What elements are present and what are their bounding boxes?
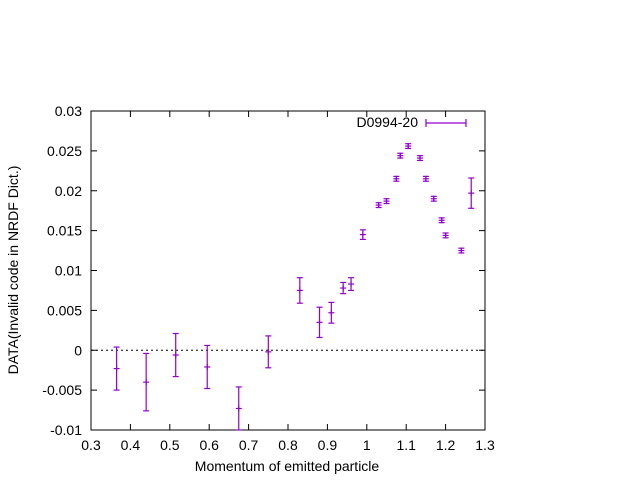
data-point — [328, 301, 335, 324]
data-point — [430, 195, 437, 202]
data-point — [468, 177, 475, 209]
x-tick-label: 0.5 — [160, 437, 180, 453]
x-tick-label: 1.2 — [436, 437, 456, 453]
y-axis-label: DATA(Invalid code in NRDF Dict.) — [5, 166, 21, 375]
data-point — [375, 202, 382, 209]
y-tick-label: 0.03 — [55, 103, 82, 119]
x-axis-ticks: 0.3 0.4 0.5 0.6 0.7 0.8 0.9 1 1.1 1.2 1.3 — [81, 111, 495, 453]
data-point — [113, 346, 120, 391]
x-tick-label: 1.1 — [396, 437, 416, 453]
y-tick-label: 0.015 — [47, 223, 82, 239]
data-point — [265, 335, 272, 369]
data-point — [204, 344, 211, 390]
data-point — [458, 247, 465, 254]
x-tick-label: 0.7 — [239, 437, 259, 453]
data-point — [405, 143, 412, 150]
y-tick-label: 0.005 — [47, 302, 82, 318]
data-point — [393, 175, 400, 182]
x-axis-label: Momentum of emitted particle — [195, 458, 380, 474]
x-tick-label: 0.8 — [278, 437, 298, 453]
data-point — [340, 281, 347, 295]
plot-points-layer — [113, 143, 475, 431]
x-tick-label: 0.3 — [81, 437, 101, 453]
data-point — [235, 386, 242, 431]
x-tick-label: 1 — [363, 437, 371, 453]
y-tick-label: 0.025 — [47, 143, 82, 159]
data-point — [143, 352, 150, 412]
data-point — [397, 152, 404, 159]
data-point — [416, 155, 423, 162]
data-point — [422, 175, 429, 182]
y-tick-label: 0.01 — [55, 263, 82, 279]
y-axis-ticks: -0.01 -0.005 0 0.005 0.01 0.015 0.02 0.025 0.03 — [42, 103, 485, 438]
legend-series-label: D0994-20 — [357, 114, 419, 130]
x-tick-label: 0.9 — [318, 437, 338, 453]
data-point — [442, 232, 449, 239]
y-tick-label: -0.005 — [42, 382, 82, 398]
x-tick-label: 1.3 — [475, 437, 495, 453]
x-tick-label: 0.6 — [199, 437, 219, 453]
y-tick-label: 0.02 — [55, 183, 82, 199]
data-point — [359, 229, 366, 240]
data-point — [348, 277, 355, 292]
data-point — [438, 217, 445, 224]
data-point — [296, 277, 303, 304]
y-tick-label: -0.01 — [50, 422, 82, 438]
data-point — [383, 198, 390, 205]
data-point — [172, 332, 179, 378]
legend: D0994-20 — [357, 114, 467, 130]
y-tick-label: 0 — [74, 342, 82, 358]
x-tick-label: 0.4 — [121, 437, 141, 453]
data-point — [316, 306, 323, 339]
